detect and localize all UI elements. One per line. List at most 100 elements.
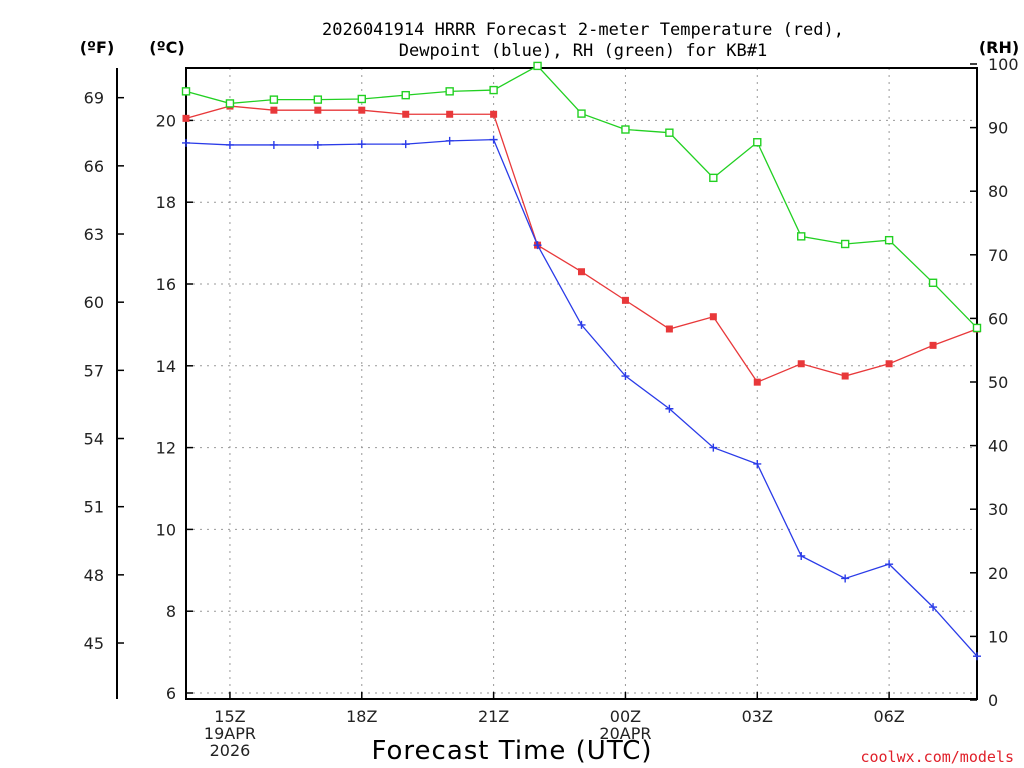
unit-label-rh: (RH) xyxy=(979,38,1019,57)
celsius-tick-label: 10 xyxy=(156,520,176,539)
rh-tick-label: 70 xyxy=(988,246,1008,265)
temperature-point xyxy=(665,325,673,333)
rh-point xyxy=(665,128,674,137)
temperature-point xyxy=(929,341,937,349)
dewpoint-point xyxy=(885,560,894,569)
temperature-point xyxy=(753,378,761,386)
rh-tick-label: 50 xyxy=(988,373,1008,392)
fahrenheit-tick-label: 51 xyxy=(84,498,104,517)
rh-point xyxy=(181,87,191,96)
fahrenheit-tick-label: 66 xyxy=(84,157,104,176)
rh-point xyxy=(489,85,498,95)
fahrenheit-tick-label: 48 xyxy=(84,566,104,585)
celsius-tick-label: 14 xyxy=(156,357,176,376)
rh-tick-label: 0 xyxy=(988,691,998,710)
rh-tick-label: 100 xyxy=(988,55,1019,74)
dewpoint-point xyxy=(269,140,278,149)
rh-point xyxy=(401,90,410,100)
tick-labels: 45 48 51 54 57 60 63 66 69 6 8 10 12 14 16 18 20 0 10 20 30 4… xyxy=(84,55,1019,760)
rh-tick-label: 80 xyxy=(988,182,1008,201)
celsius-tick-label: 6 xyxy=(166,684,176,703)
x-tick-label: 00Z xyxy=(610,707,641,726)
temperature-point xyxy=(578,268,585,276)
temperature-point xyxy=(314,106,322,114)
chart-title-line2: Dewpoint (blue), RH (green) for KB#1 xyxy=(399,41,767,61)
rh-point xyxy=(445,87,454,96)
rh-point xyxy=(357,94,366,104)
rh-point xyxy=(269,95,279,104)
temperature-point xyxy=(270,106,278,114)
dewpoint-point xyxy=(841,574,850,583)
fahrenheit-tick-label: 63 xyxy=(84,225,104,244)
rh-point xyxy=(840,239,850,249)
rh-tick-label: 30 xyxy=(988,500,1008,519)
dewpoint-point xyxy=(753,459,762,468)
x-tick-label: 18Z xyxy=(346,707,377,726)
rh-point xyxy=(709,173,718,183)
series-line xyxy=(185,138,978,657)
temperature-point xyxy=(358,106,366,114)
grid-lines xyxy=(186,68,977,699)
temperature-point xyxy=(841,372,849,380)
dewpoint-point xyxy=(929,603,938,612)
fahrenheit-tick-label: 45 xyxy=(84,634,104,653)
celsius-tick-label: 20 xyxy=(156,111,176,130)
rh-point xyxy=(621,125,630,134)
rh-point xyxy=(797,232,806,241)
fahrenheit-tick-label: 57 xyxy=(84,361,104,380)
rh-point xyxy=(577,109,586,118)
dewpoint-point xyxy=(489,135,498,144)
series-line xyxy=(185,65,978,329)
temperature-point xyxy=(402,110,410,118)
rh-point xyxy=(313,95,323,104)
x-tick-label: 15Z xyxy=(214,707,245,726)
rh-point xyxy=(753,138,762,147)
temperature-point xyxy=(446,110,454,118)
dewpoint-point xyxy=(401,140,410,149)
dewpoint-point xyxy=(797,551,806,560)
celsius-tick-label: 8 xyxy=(166,602,176,621)
celsius-tick-label: 18 xyxy=(156,193,176,212)
fahrenheit-tick-label: 60 xyxy=(84,293,104,312)
rh-point xyxy=(928,278,938,287)
axes xyxy=(116,63,978,701)
x-tick-label: 03Z xyxy=(742,707,773,726)
source-credit: coolwx.com/models xyxy=(860,748,1014,766)
data-series xyxy=(181,61,982,661)
temperature-point xyxy=(709,313,717,321)
rh-point xyxy=(884,235,894,245)
dewpoint-point xyxy=(445,136,454,145)
x-tick-label: 2026 xyxy=(210,741,251,760)
dewpoint-point xyxy=(709,443,718,452)
dewpoint-point xyxy=(313,140,322,149)
x-tick-label: 06Z xyxy=(873,707,904,726)
fahrenheit-tick-label: 69 xyxy=(84,89,104,108)
temperature-point xyxy=(885,360,893,368)
rh-tick-label: 10 xyxy=(988,627,1008,646)
chart-title-line1: 2026041914 HRRR Forecast 2-meter Tempera… xyxy=(322,20,844,40)
dewpoint-point xyxy=(665,404,674,413)
x-axis-label: Forecast Time (UTC) xyxy=(371,736,652,766)
unit-label-celsius: (ºC) xyxy=(149,38,184,57)
plot-frame xyxy=(185,67,978,700)
rh-tick-label: 20 xyxy=(988,564,1008,583)
dewpoint-point xyxy=(357,140,366,149)
temperature-point xyxy=(797,360,805,368)
temperature-point xyxy=(182,114,190,122)
x-tick-label: 21Z xyxy=(478,707,509,726)
dewpoint-point xyxy=(973,652,981,661)
series-line xyxy=(185,105,978,383)
dewpoint-point xyxy=(182,138,190,147)
x-tick-label: 19APR xyxy=(204,724,256,743)
temperature-point xyxy=(490,110,498,118)
rh-tick-label: 60 xyxy=(988,309,1008,328)
celsius-tick-label: 16 xyxy=(156,275,176,294)
celsius-tick-label: 12 xyxy=(156,439,176,458)
temperature-point xyxy=(621,296,629,304)
rh-tick-label: 90 xyxy=(988,119,1008,138)
fahrenheit-tick-label: 54 xyxy=(84,430,104,449)
rh-point xyxy=(972,323,982,333)
rh-tick-label: 40 xyxy=(988,437,1008,456)
dewpoint-point xyxy=(225,140,234,149)
